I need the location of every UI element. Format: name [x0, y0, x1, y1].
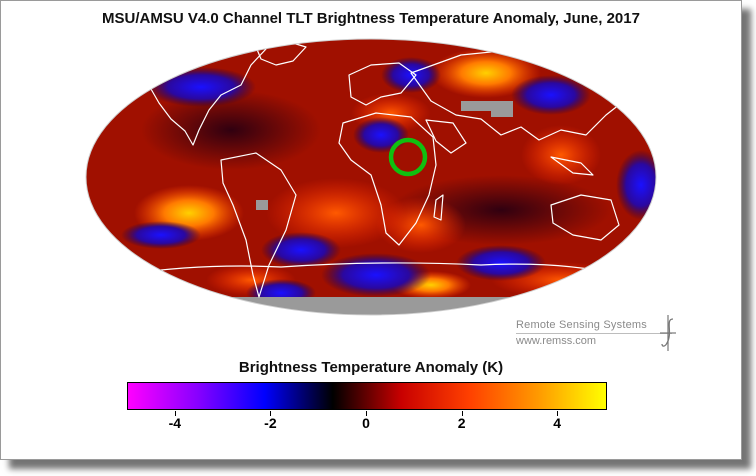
colorbar-tick-label: -2	[264, 415, 277, 431]
colorbar-tick-label: 4	[553, 415, 562, 431]
anomaly-field	[86, 39, 656, 315]
highlight-circle	[388, 137, 428, 177]
colorbar-tick	[557, 411, 559, 416]
anomaly-map	[81, 35, 661, 319]
figure-frame: MSU/AMSU V4.0 Channel TLT Brightness Tem…	[0, 0, 742, 460]
colorbar	[127, 382, 607, 410]
credit-org: Remote Sensing Systems	[516, 319, 647, 331]
credit-url[interactable]: www.remss.com	[516, 335, 597, 347]
coastlines	[120, 40, 630, 298]
colorbar-title: Brightness Temperature Anomaly (K)	[238, 359, 504, 376]
mollweide-map	[85, 38, 657, 316]
map-title: MSU/AMSU V4.0 Channel TLT Brightness Tem…	[102, 10, 640, 27]
colorbar-tick-label: 0	[362, 415, 370, 431]
credit-divider	[516, 333, 672, 334]
colorbar-tick	[461, 411, 463, 416]
colorbar-tick	[366, 411, 367, 416]
rss-logo-icon	[660, 315, 676, 351]
colorbar-tick-label: -4	[168, 415, 182, 431]
colorbar-tick	[270, 411, 272, 416]
colorbar-tick	[174, 411, 176, 416]
globe-outline	[85, 38, 657, 316]
colorbar-tick-label: 2	[457, 415, 466, 431]
no-data-region	[86, 297, 656, 315]
credit-block: Remote Sensing Systems www.remss.com	[516, 319, 647, 347]
